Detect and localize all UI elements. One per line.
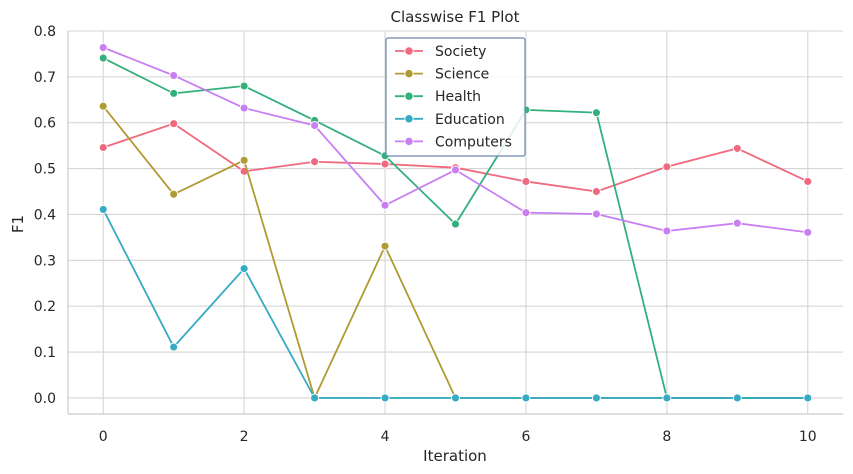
data-point: [310, 121, 320, 130]
legend-label: Education: [435, 112, 505, 128]
legend-item: Education: [395, 112, 505, 128]
axes: 0.0 0.1 0.2 0.3 0.4 0.5 0.6 0.7 0.8 0 2 4 6 8 10: [34, 24, 843, 445]
data-point: [662, 162, 672, 172]
data-point: [98, 204, 108, 214]
data-point: [239, 81, 249, 91]
y-tick-label: 0.8: [34, 24, 56, 40]
series-education: [98, 204, 813, 403]
data-point: [451, 393, 460, 403]
y-axis-label: F1: [9, 215, 27, 233]
data-point: [239, 103, 249, 113]
data-point: [591, 108, 601, 118]
data-point: [380, 393, 390, 403]
legend-label: Science: [435, 67, 489, 83]
y-tick-label: 0.2: [34, 299, 56, 315]
legend-marker: [404, 114, 414, 124]
data-point: [521, 176, 531, 186]
x-tick-label: 2: [240, 429, 249, 445]
data-point: [98, 101, 108, 111]
data-point: [239, 264, 249, 274]
legend-marker: [404, 136, 414, 147]
data-point: [98, 53, 108, 63]
x-tick-label: 8: [662, 429, 671, 445]
data-point: [380, 200, 390, 210]
x-tick-label: 0: [99, 429, 108, 445]
x-tick-label: 10: [799, 429, 817, 445]
y-tick-label: 0.1: [34, 345, 56, 361]
x-tick-label: 4: [381, 429, 390, 445]
series: [98, 43, 813, 403]
legend-label: Society: [435, 44, 486, 60]
data-point: [803, 393, 813, 403]
legend-label: Health: [435, 89, 481, 105]
data-point: [169, 88, 179, 98]
data-point: [803, 176, 813, 186]
data-point: [98, 143, 108, 152]
data-point: [521, 208, 531, 218]
legend-marker: [404, 46, 414, 56]
data-point: [803, 227, 813, 237]
data-point: [521, 393, 531, 403]
data-point: [98, 43, 108, 52]
legend-item: Health: [395, 89, 481, 105]
legend-marker: [404, 91, 414, 101]
data-point: [591, 209, 601, 219]
legend: Society Science Health Education Computers: [385, 37, 526, 157]
data-point: [662, 393, 672, 403]
data-point: [380, 241, 390, 251]
legend-item: Science: [395, 67, 489, 83]
data-point: [451, 165, 460, 175]
data-point: [380, 159, 390, 169]
data-point: [732, 393, 742, 403]
chart-title: Classwise F1 Plot: [391, 8, 520, 26]
data-point: [169, 189, 179, 199]
x-axis-label: Iteration: [423, 447, 487, 465]
y-tick-label: 0.7: [34, 70, 56, 86]
data-point: [732, 218, 742, 228]
y-tick-label: 0.3: [34, 253, 56, 269]
data-point: [239, 155, 249, 165]
x-tick-label: 6: [521, 429, 530, 445]
legend-label: Computers: [435, 134, 512, 150]
data-point: [591, 187, 601, 196]
y-tick-label: 0.6: [34, 116, 56, 132]
y-tick-label: 0.4: [34, 207, 56, 223]
data-point: [169, 71, 179, 80]
legend-marker: [404, 68, 414, 79]
legend-item: Society: [395, 44, 486, 60]
data-point: [310, 157, 320, 167]
grid: [68, 30, 843, 414]
data-point: [451, 219, 460, 229]
data-point: [591, 393, 601, 403]
data-point: [310, 393, 320, 403]
y-tick-label: 0.5: [34, 162, 56, 178]
data-point: [662, 226, 672, 236]
data-point: [169, 119, 179, 129]
legend-box: [385, 37, 526, 157]
data-point: [169, 342, 179, 352]
data-point: [732, 143, 742, 153]
y-tick-label: 0.0: [34, 391, 56, 407]
series-computers: [98, 43, 813, 237]
legend-item: Computers: [395, 134, 512, 150]
